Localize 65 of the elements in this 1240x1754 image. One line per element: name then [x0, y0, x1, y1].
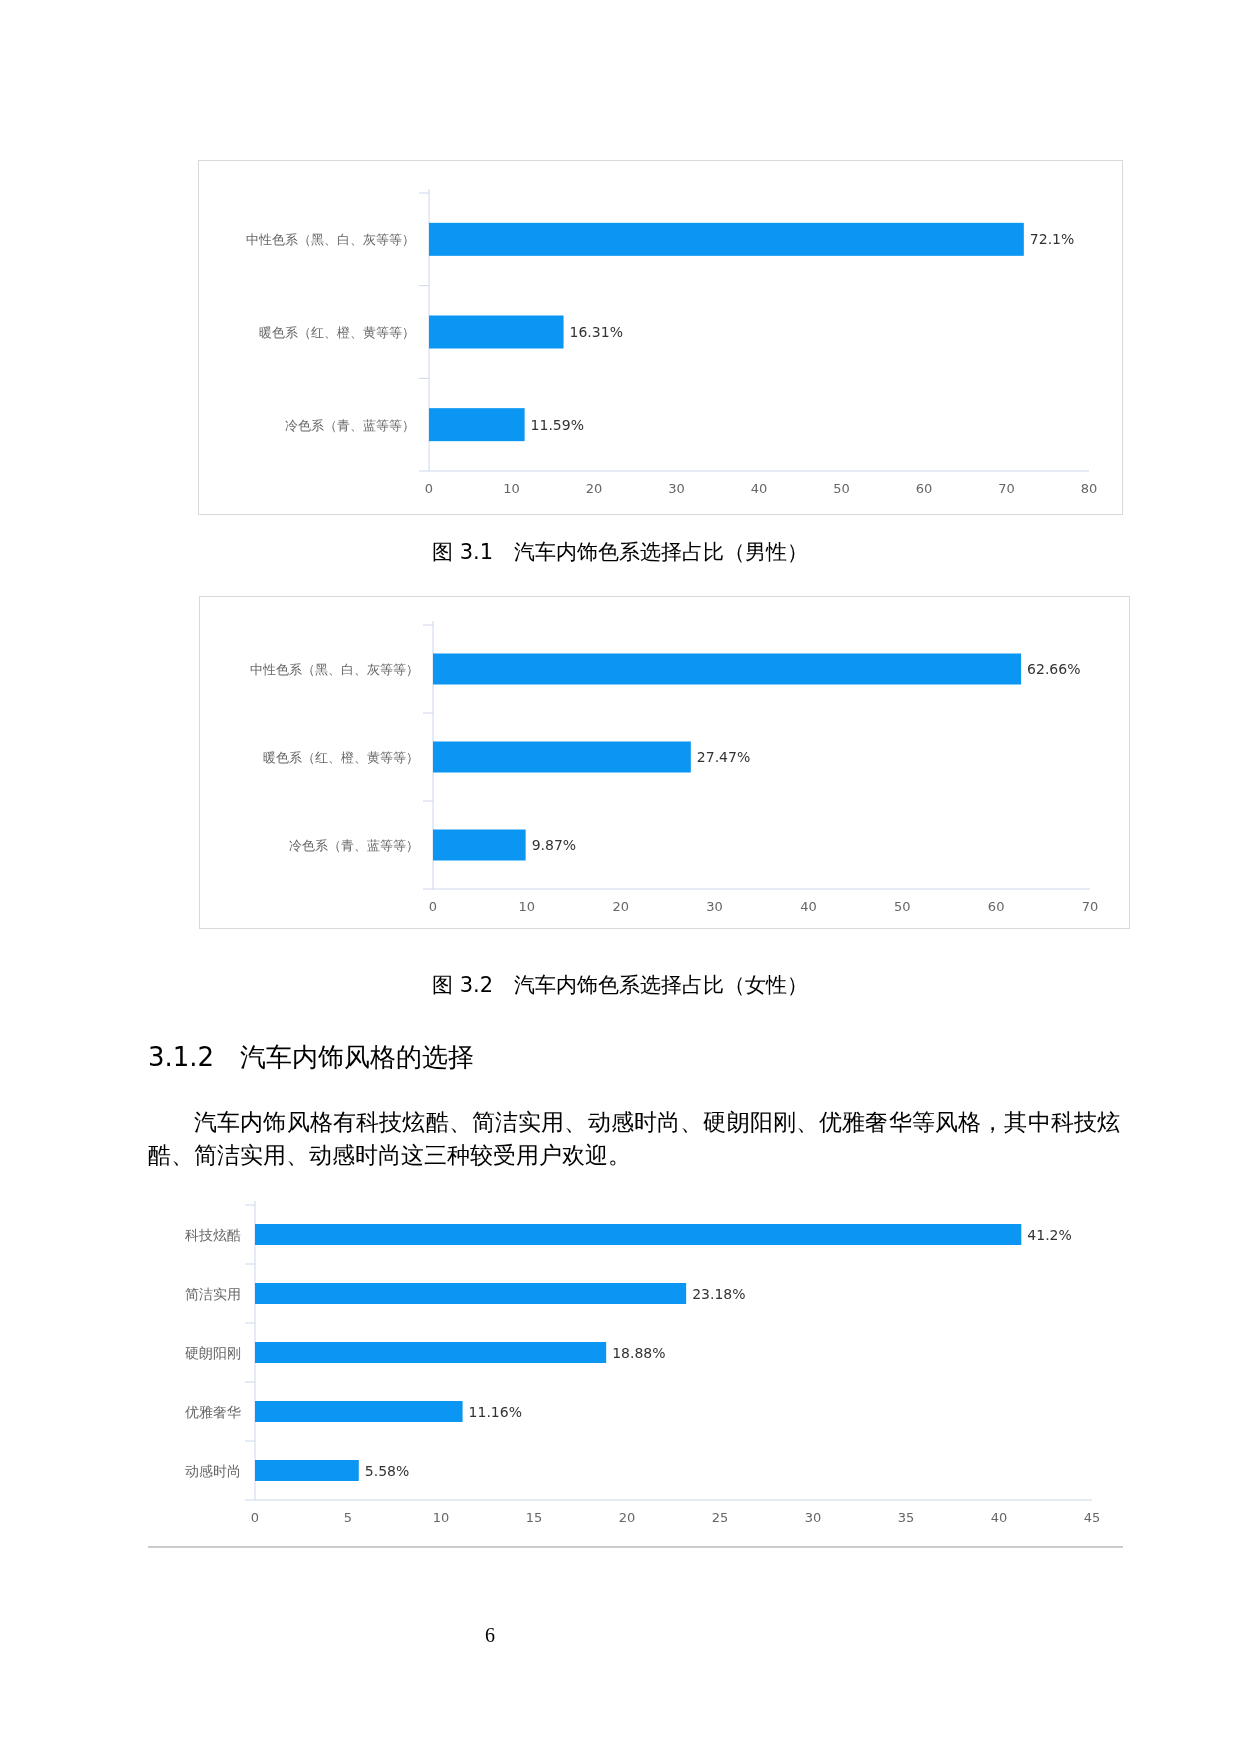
x-tick-label: 0	[250, 1510, 260, 1525]
x-tick-label: 30	[668, 481, 685, 496]
data-label: 72.1%	[1029, 231, 1075, 248]
x-tick-label: 40	[750, 481, 768, 496]
y-tick-label: 暖色系（红、橙、黄等等）	[259, 325, 415, 340]
text: 图 3.1 汽车内饰色系选择占比（男性）	[430, 539, 810, 566]
data-label: 27.47%	[696, 749, 751, 765]
data-label: 11.16%	[468, 1403, 522, 1420]
x-tick-label: 25	[711, 1510, 729, 1525]
x-tick-label: 45	[1083, 1510, 1101, 1525]
y-tick-label: 冷色系（青、蓝等等）	[285, 417, 415, 433]
y-tick-label: 中性色系（黑、白、灰等等）	[246, 232, 415, 248]
x-tick-label: 30	[804, 1510, 822, 1525]
y-tick-label: 优雅奢华	[185, 1403, 241, 1420]
x-tick-label: 40	[800, 899, 817, 914]
x-tick-label: 15	[525, 1510, 543, 1525]
x-tick-label: 70	[998, 481, 1015, 496]
bar	[255, 1460, 359, 1481]
data-label: 41.2%	[1027, 1226, 1072, 1243]
y-tick-label: 暖色系（红、橙、黄等等）	[263, 750, 419, 765]
x-tick-label: 5	[343, 1510, 353, 1525]
data-label: 18.88%	[612, 1344, 666, 1361]
data-label: 11.59%	[530, 416, 585, 433]
bar	[255, 1342, 607, 1363]
bar	[429, 315, 564, 349]
text: 图 3.2 汽车内饰色系选择占比（女性）	[430, 972, 810, 999]
data-label: 62.66%	[1027, 661, 1081, 677]
data-label: 23.18%	[692, 1285, 746, 1302]
chart-subtitle: 汽车内饰风格有科技炫酷、简洁实用、动感时尚、硬朗阳刚、优雅奢华等风格，其中科技炫酷、简洁实用、动感时尚这三种较受用户欢迎。	[148, 1108, 1120, 1170]
x-tick-label: 10	[503, 481, 520, 496]
y-tick-label: 中性色系（黑、白、灰等等）	[250, 662, 419, 677]
x-tick-label: 80	[1080, 481, 1098, 496]
x-tick-label: 60	[915, 481, 933, 496]
x-tick-label: 0	[428, 899, 438, 914]
x-tick-label: 0	[424, 481, 434, 496]
x-tick-label: 20	[585, 481, 603, 496]
x-tick-label: 10	[518, 899, 536, 914]
x-tick-label: 10	[432, 1510, 450, 1525]
y-tick-label: 硬朗阳刚	[185, 1344, 241, 1361]
y-tick-label: 冷色系（青、蓝等等）	[289, 838, 419, 853]
bar	[255, 1283, 687, 1304]
data-label: 9.87%	[531, 837, 577, 853]
bar	[433, 653, 1022, 685]
x-tick-label: 60	[987, 899, 1005, 914]
x-tick-label: 50	[894, 899, 911, 914]
x-tick-label: 30	[706, 899, 723, 914]
data-label: 5.58%	[364, 1462, 410, 1479]
y-tick-label: 科技炫酷	[185, 1226, 241, 1243]
bar	[429, 408, 525, 442]
x-tick-label: 20	[612, 899, 629, 914]
x-tick-label: 50	[833, 481, 850, 496]
bar	[429, 222, 1024, 256]
bar	[255, 1224, 1022, 1245]
x-tick-label: 70	[1081, 899, 1099, 914]
bar	[255, 1401, 463, 1422]
bar	[433, 741, 691, 773]
bar	[433, 829, 526, 861]
x-tick-label: 20	[618, 1510, 636, 1525]
y-tick-label: 简洁实用	[185, 1285, 241, 1302]
y-tick-label: 动感时尚	[185, 1462, 241, 1479]
chart-title: 3.1.2 汽车内饰风格的选择	[148, 1041, 475, 1074]
x-tick-label: 40	[990, 1510, 1008, 1525]
x-tick-label: 35	[897, 1510, 915, 1525]
data-label: 16.31%	[569, 324, 623, 340]
text: 6	[484, 1624, 496, 1647]
